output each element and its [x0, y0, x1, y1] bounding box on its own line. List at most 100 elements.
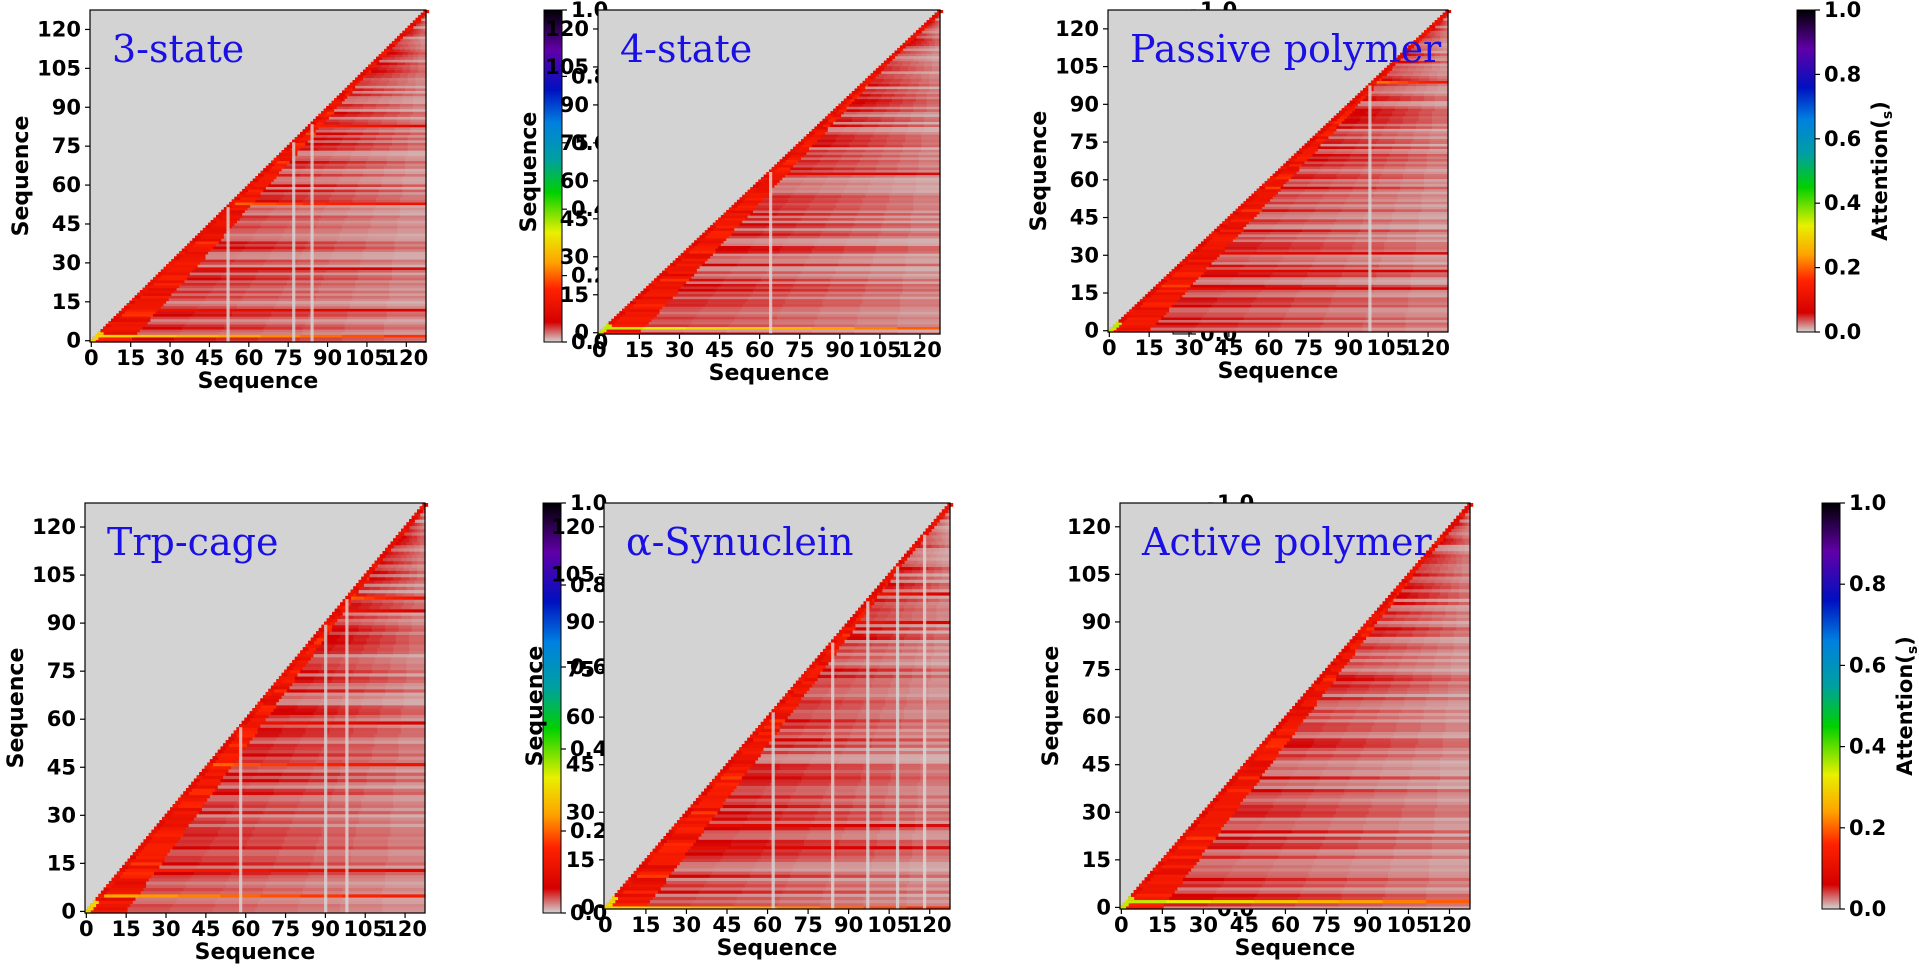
heatmap-cell: [366, 611, 378, 616]
heatmap-cell: [847, 820, 881, 824]
heatmap-cell: [1432, 128, 1449, 132]
heatmap-cell: [231, 733, 256, 738]
heatmap-cell: [355, 284, 390, 289]
heatmap-cell: [336, 147, 356, 151]
heatmap-cell: [889, 60, 898, 64]
heatmap-cell: [1288, 206, 1316, 210]
heatmap-cell: [1328, 304, 1369, 308]
heatmap-cell: [1275, 171, 1298, 175]
heatmap-cell: [687, 848, 727, 853]
heatmap-cell: [162, 816, 168, 821]
heatmap-cell: [379, 708, 402, 712]
heatmap-cell: [1339, 110, 1353, 114]
heatmap-cell: [389, 292, 427, 296]
heatmap-cell: [316, 631, 330, 635]
heatmap-cell: [384, 48, 390, 53]
heatmap-cell: [215, 788, 245, 792]
heatmap-cell: [766, 172, 789, 176]
heatmap-cell: [1254, 191, 1279, 195]
heatmap-cell: [1434, 90, 1449, 94]
heatmap-cell: [263, 188, 288, 193]
heatmap-cell: [302, 666, 322, 671]
heatmap-cell: [897, 47, 904, 52]
heatmap-cell: [241, 720, 264, 725]
heatmap-cell: [1288, 158, 1308, 162]
heatmap-cell: [361, 586, 370, 591]
heatmap-cell: [1389, 153, 1409, 157]
heatmap-cell: [255, 230, 285, 234]
heatmap-cell: [1270, 276, 1306, 280]
heatmap-cell: [907, 247, 941, 252]
heatmap-cell: [889, 192, 914, 196]
heatmap-cell: [113, 316, 151, 320]
heatmap-cell: [148, 832, 184, 837]
heatmap-cell: [868, 877, 911, 882]
heatmap-cell: [915, 30, 922, 34]
heatmap-cell: [667, 265, 701, 269]
heatmap-cell: [352, 199, 377, 203]
heatmap-cell: [146, 884, 187, 888]
heatmap-cell: [1328, 233, 1359, 238]
heatmap-cell: [707, 298, 749, 302]
heatmap-cell: [1413, 93, 1425, 97]
heatmap-cell: [361, 698, 384, 703]
heatmap-cell: [268, 688, 288, 693]
heatmap-cell: [345, 884, 386, 888]
heatmap-cell: [1216, 226, 1245, 230]
heatmap-cell: [377, 576, 386, 581]
heatmap-cell: [329, 730, 354, 735]
heatmap-cell: [859, 308, 901, 312]
heatmap-cell: [233, 868, 272, 872]
heatmap-cell: [913, 101, 928, 105]
heatmap-cell: [664, 268, 698, 272]
heatmap-cell: [279, 295, 317, 299]
heatmap-cell: [926, 103, 941, 107]
heatmap-cell: [229, 318, 270, 322]
heatmap-cell: [1432, 60, 1441, 64]
heatmap-cell: [289, 714, 315, 719]
heatmap-cell: [360, 93, 372, 97]
heatmap-cell: [897, 53, 904, 57]
heatmap-cell: [324, 816, 360, 821]
heatmap-cell: [181, 248, 212, 252]
heatmap-cell: [398, 547, 405, 552]
heatmap-cell: [798, 159, 821, 163]
heatmap-cell: [218, 334, 262, 338]
heatmap-cell: [332, 611, 338, 616]
heatmap-cell: [1174, 301, 1215, 305]
heatmap-cell: [915, 174, 941, 178]
heatmap-cell: [1413, 90, 1425, 94]
heatmap-cell: [873, 108, 888, 112]
heatmap-cell: [1363, 216, 1393, 220]
heatmap-cell: [415, 46, 422, 50]
heatmap-cell: [1421, 206, 1449, 210]
heatmap-cell: [385, 621, 400, 626]
heatmap-cell: [1426, 80, 1438, 84]
heatmap-cell: [889, 199, 914, 203]
heatmap-cell: [1386, 236, 1417, 240]
heatmap-cell: [878, 98, 893, 102]
heatmap-cell: [336, 183, 359, 187]
heatmap-cell: [680, 285, 719, 290]
heatmap-cell: [878, 65, 885, 69]
heatmap-cell: [749, 870, 792, 875]
heatmap-cell: [409, 544, 415, 549]
heatmap-cell: [849, 179, 872, 183]
heatmap-cell: [913, 32, 920, 36]
heatmap-cell: [1174, 266, 1181, 270]
heatmap-cell: [406, 666, 426, 671]
heatmap-cell: [1315, 150, 1335, 154]
heatmap-cell: [1323, 125, 1329, 129]
heatmap-cell: [1299, 148, 1319, 152]
heatmap-cell: [398, 551, 405, 555]
heatmap-cell: [307, 316, 348, 320]
heatmap-cell: [795, 189, 821, 193]
heatmap-cell: [851, 101, 866, 105]
heatmap-cell: [915, 182, 941, 186]
heatmap-cell: [849, 235, 880, 239]
heatmap-cell: [147, 321, 188, 325]
heatmap-cell: [363, 647, 378, 651]
heatmap-cell: [355, 720, 378, 725]
heatmap-cell: [1424, 178, 1449, 182]
heatmap-cell: [918, 55, 928, 59]
